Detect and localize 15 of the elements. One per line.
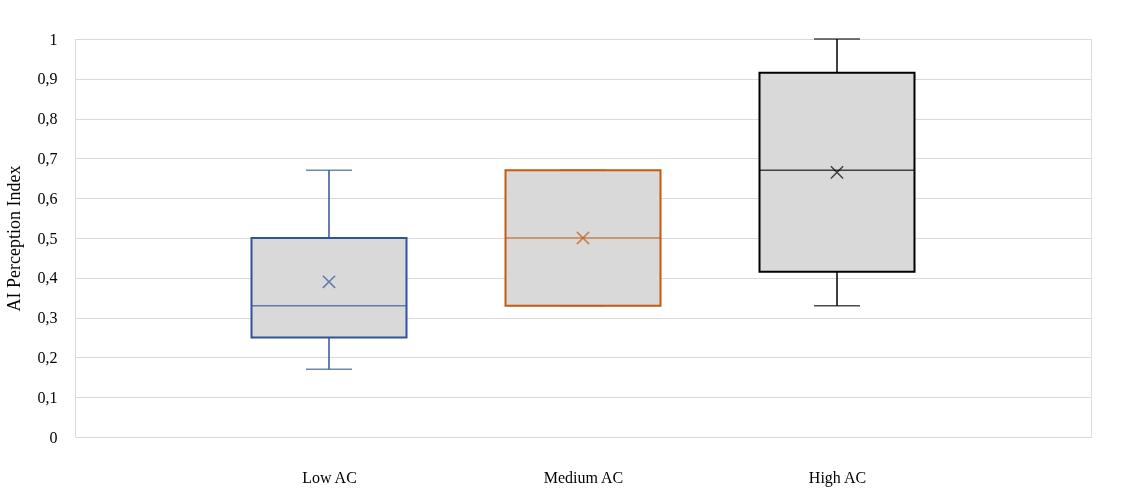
y-tick-label: 0,8 — [37, 110, 58, 128]
x-tick-label: Low AC — [302, 468, 357, 486]
y-tick-label: 0,5 — [37, 229, 58, 247]
y-tick-label: 0,9 — [37, 70, 58, 88]
y-tick-label: 0,4 — [37, 269, 58, 287]
y-tick-label: 0,2 — [37, 348, 58, 366]
y-axis-title: AI Perception Index — [3, 165, 24, 312]
x-tick-label: Medium AC — [543, 468, 624, 486]
y-tick-label: 1 — [49, 30, 58, 48]
y-tick-label: 0,1 — [37, 388, 58, 406]
y-tick-label: 0,7 — [37, 149, 58, 167]
y-tick-label: 0,3 — [37, 309, 58, 327]
x-tick-label: High AC — [808, 468, 867, 487]
y-tick-label: 0,6 — [37, 189, 58, 207]
y-tick-label: 0 — [49, 428, 58, 446]
